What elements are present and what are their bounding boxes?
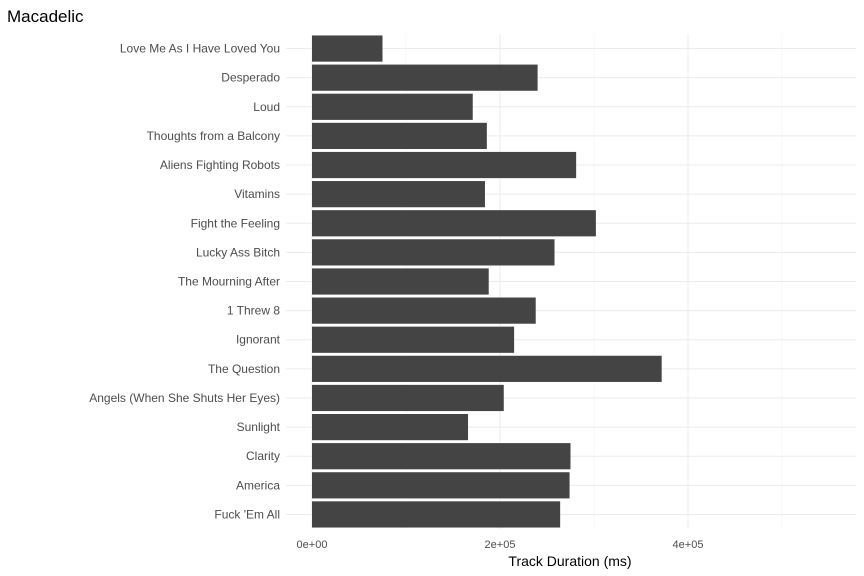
bars (312, 35, 662, 528)
bar (312, 384, 504, 412)
bar (312, 355, 662, 382)
y-tick-label: The Question (208, 362, 280, 376)
bar (312, 210, 596, 237)
bar (312, 297, 536, 324)
y-axis-labels: Love Me As I Have Loved You Desperado Loud… (89, 42, 280, 522)
bar (312, 501, 561, 528)
y-tick-label: Clarity (246, 449, 280, 463)
y-tick-label: Thoughts from a Balcony (147, 129, 280, 143)
x-tick-label: 0e+00 (297, 539, 328, 551)
x-tick-label: 2e+05 (485, 539, 516, 551)
bar (312, 122, 487, 150)
x-axis-title: Track Duration (ms) (508, 553, 631, 569)
bar (312, 268, 489, 295)
y-tick-label: 1 Threw 8 (227, 304, 280, 318)
y-tick-label: Lucky Ass Bitch (196, 245, 280, 259)
y-tick-label: Fight the Feeling (191, 216, 280, 230)
y-tick-label: Love Me As I Have Loved You (120, 42, 280, 56)
chart-title: Macadelic (7, 7, 84, 26)
y-tick-label: The Mourning After (178, 275, 280, 289)
bar (312, 326, 515, 353)
y-tick-label: Ignorant (236, 333, 281, 347)
y-tick-label: Fuck 'Em All (214, 507, 280, 521)
bar (312, 64, 538, 91)
y-tick-label: Sunlight (237, 420, 281, 434)
x-axis-ticks: 0e+00 2e+05 4e+05 (297, 539, 704, 551)
x-tick-label: 4e+05 (673, 539, 704, 551)
bar (312, 472, 570, 499)
bar (312, 93, 473, 120)
y-tick-label: Aliens Fighting Robots (160, 158, 280, 172)
bar (312, 35, 383, 62)
bar (312, 181, 485, 208)
y-tick-label: America (236, 478, 280, 492)
y-tick-label: Vitamins (234, 187, 280, 201)
bar (312, 151, 577, 179)
bar (312, 239, 555, 266)
y-tick-label: Desperado (221, 71, 280, 85)
bar (312, 413, 469, 441)
y-tick-label: Loud (253, 100, 280, 114)
bar (312, 443, 571, 470)
y-tick-label: Angels (When She Shuts Her Eyes) (89, 391, 280, 405)
